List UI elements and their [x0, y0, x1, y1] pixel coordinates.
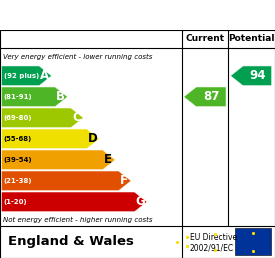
Polygon shape: [1, 108, 83, 128]
Polygon shape: [1, 171, 131, 191]
Polygon shape: [230, 66, 272, 86]
Text: 94: 94: [249, 69, 266, 82]
Text: 87: 87: [203, 90, 219, 103]
Text: EU Directive: EU Directive: [190, 232, 237, 241]
Text: C: C: [72, 111, 81, 124]
Polygon shape: [1, 87, 68, 107]
Text: (39-54): (39-54): [4, 157, 32, 163]
Text: (69-80): (69-80): [4, 115, 32, 121]
Text: E: E: [104, 153, 112, 166]
Text: Very energy efficient - lower running costs: Very energy efficient - lower running co…: [3, 54, 152, 60]
Text: (92 plus): (92 plus): [4, 73, 39, 79]
Polygon shape: [1, 129, 99, 149]
Polygon shape: [1, 66, 52, 86]
Bar: [235, 228, 271, 255]
Text: 2002/91/EC: 2002/91/EC: [190, 244, 234, 253]
Text: Current: Current: [185, 35, 224, 44]
Text: D: D: [88, 132, 97, 145]
Polygon shape: [1, 150, 115, 170]
Text: (81-91): (81-91): [4, 94, 32, 100]
Text: A: A: [40, 69, 50, 82]
Text: G: G: [135, 195, 145, 208]
Text: F: F: [120, 174, 128, 187]
Text: Potential: Potential: [228, 35, 275, 44]
Text: Not energy efficient - higher running costs: Not energy efficient - higher running co…: [3, 217, 152, 223]
Text: B: B: [56, 90, 65, 103]
Text: (1-20): (1-20): [4, 199, 27, 205]
Text: Energy Efficiency Rating: Energy Efficiency Rating: [6, 7, 208, 22]
Text: (21-38): (21-38): [4, 178, 32, 184]
Polygon shape: [184, 87, 226, 107]
Text: England & Wales: England & Wales: [8, 235, 134, 248]
Polygon shape: [1, 192, 147, 212]
Text: (55-68): (55-68): [4, 136, 32, 142]
